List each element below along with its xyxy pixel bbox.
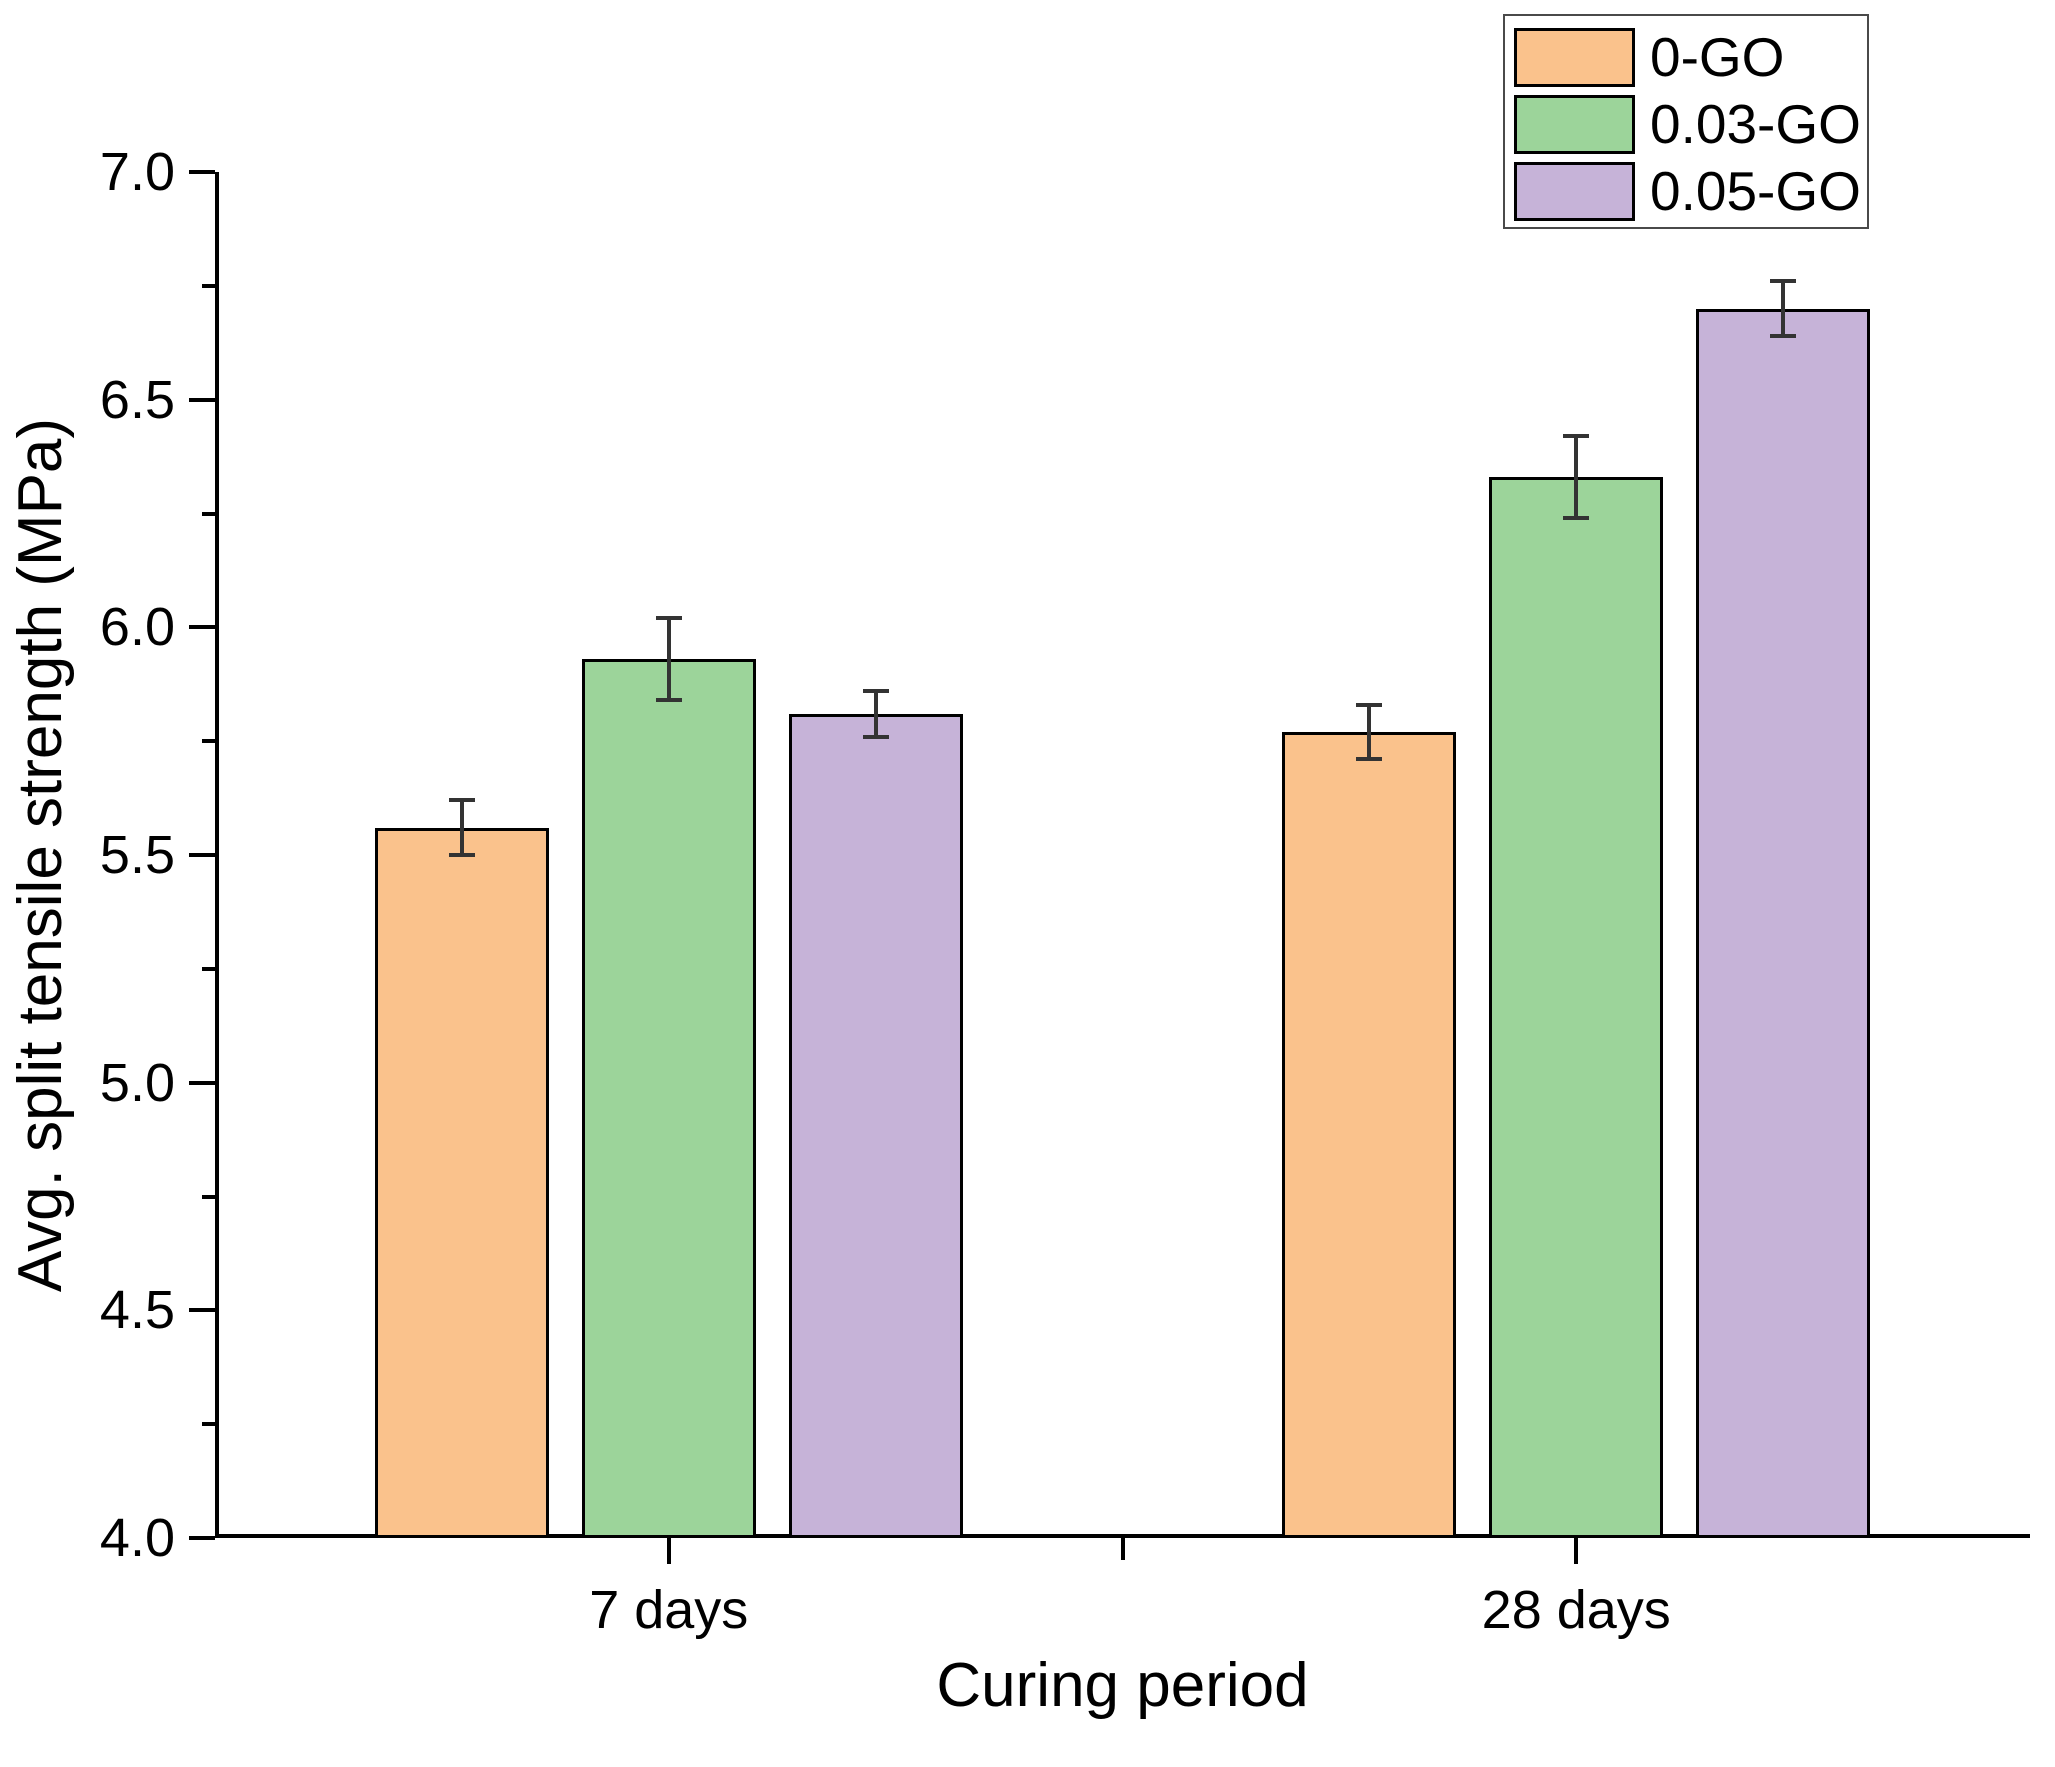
legend-label: 0.03-GO bbox=[1650, 93, 1861, 155]
legend-row: 0.03-GO bbox=[1514, 91, 1867, 158]
bar-0-GO-28 days bbox=[1282, 732, 1457, 1538]
legend-row: 0.05-GO bbox=[1514, 158, 1867, 225]
y-tick-label: 5.5 bbox=[99, 825, 175, 885]
y-minor-tick bbox=[202, 739, 215, 744]
bar-0.03-GO-7 days bbox=[581, 659, 756, 1538]
legend-swatch-0.05-GO bbox=[1514, 162, 1635, 221]
x-tick-label: 28 days bbox=[1481, 1580, 1671, 1640]
y-minor-tick bbox=[202, 966, 215, 971]
bar-0.05-GO-28 days bbox=[1696, 308, 1871, 1538]
y-tick-label: 6.0 bbox=[99, 597, 175, 658]
error-bar-cap bbox=[1356, 702, 1383, 707]
y-major-tick bbox=[189, 397, 215, 402]
error-bar-cap bbox=[655, 616, 682, 621]
error-bar-cap bbox=[448, 798, 475, 803]
error-bar-cap bbox=[862, 689, 889, 694]
error-bar bbox=[1781, 281, 1786, 336]
y-axis-title: Avg. split tensile strength (MPa) bbox=[6, 417, 75, 1293]
x-major-tick bbox=[1574, 1538, 1579, 1564]
y-major-tick bbox=[189, 1536, 215, 1540]
error-bar bbox=[1367, 704, 1372, 760]
y-minor-tick bbox=[202, 1194, 215, 1199]
error-bar bbox=[666, 618, 671, 701]
y-minor-tick bbox=[202, 511, 215, 516]
bar-0.05-GO-7 days bbox=[788, 713, 963, 1538]
legend-swatch-0-GO bbox=[1514, 28, 1635, 87]
y-tick-label: 4.5 bbox=[99, 1280, 175, 1341]
x-major-tick bbox=[666, 1538, 671, 1564]
error-bar bbox=[873, 691, 878, 737]
y-minor-tick bbox=[202, 283, 215, 288]
error-bar-cap bbox=[862, 734, 889, 739]
error-bar-cap bbox=[1770, 279, 1797, 284]
error-bar bbox=[459, 800, 464, 855]
y-major-tick bbox=[189, 1308, 215, 1313]
error-bar-cap bbox=[448, 853, 475, 857]
error-bar-cap bbox=[1356, 757, 1383, 762]
error-bar bbox=[1574, 436, 1579, 519]
y-tick-label: 4.0 bbox=[99, 1508, 175, 1568]
x-boundary-tick bbox=[1120, 1538, 1125, 1560]
y-major-tick bbox=[189, 1080, 215, 1085]
x-tick-label: 7 days bbox=[589, 1580, 749, 1640]
bar-0-GO-7 days bbox=[374, 827, 549, 1538]
y-minor-tick bbox=[202, 1422, 215, 1427]
legend: 0-GO 0.03-GO 0.05-GO bbox=[1503, 14, 1869, 229]
error-bar-cap bbox=[1563, 434, 1590, 439]
y-tick-label: 6.5 bbox=[99, 369, 175, 430]
error-bar-cap bbox=[655, 698, 682, 703]
y-major-tick bbox=[189, 625, 215, 630]
legend-swatch-0.03-GO bbox=[1514, 95, 1635, 154]
plot-area bbox=[215, 172, 2030, 1538]
x-axis-title: Curing period bbox=[936, 1651, 1309, 1720]
legend-row: 0-GO bbox=[1514, 24, 1867, 91]
error-bar-cap bbox=[1563, 516, 1590, 521]
y-major-tick bbox=[189, 853, 215, 857]
legend-label: 0-GO bbox=[1650, 26, 1785, 88]
y-tick-label: 7.0 bbox=[99, 142, 175, 202]
error-bar-cap bbox=[1770, 333, 1797, 338]
y-tick-label: 5.0 bbox=[99, 1052, 175, 1113]
bar-0.03-GO-28 days bbox=[1489, 477, 1664, 1538]
legend-label: 0.05-GO bbox=[1650, 160, 1861, 222]
y-major-tick bbox=[189, 170, 215, 174]
